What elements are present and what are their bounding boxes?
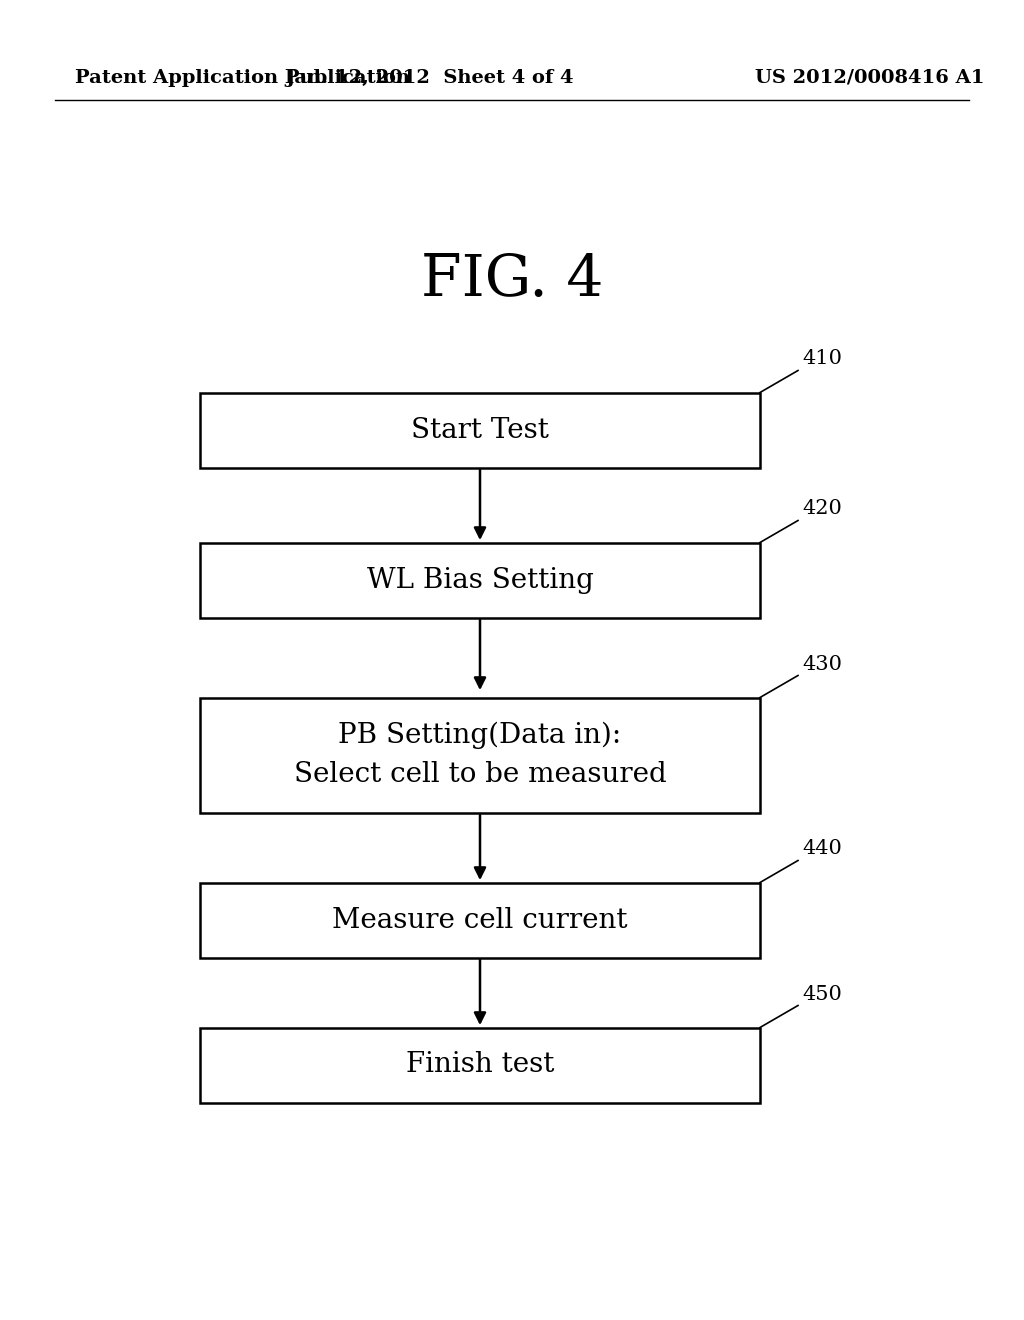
Text: 440: 440	[802, 840, 842, 858]
Bar	[200, 543, 760, 618]
Text: Patent Application Publication: Patent Application Publication	[75, 69, 410, 87]
Bar	[200, 1027, 760, 1102]
Text: Select cell to be measured: Select cell to be measured	[294, 762, 667, 788]
Text: 410: 410	[802, 350, 842, 368]
Text: WL Bias Setting: WL Bias Setting	[367, 566, 594, 594]
Bar	[200, 697, 760, 813]
Text: Finish test: Finish test	[406, 1052, 554, 1078]
Text: 430: 430	[802, 655, 842, 673]
Text: PB Setting(Data in):: PB Setting(Data in):	[338, 721, 622, 748]
Bar	[200, 883, 760, 957]
Text: 420: 420	[802, 499, 842, 519]
Text: Start Test: Start Test	[411, 417, 549, 444]
Text: 450: 450	[802, 985, 842, 1003]
Text: Jan. 12, 2012  Sheet 4 of 4: Jan. 12, 2012 Sheet 4 of 4	[286, 69, 574, 87]
Text: FIG. 4: FIG. 4	[421, 252, 603, 308]
Text: Measure cell current: Measure cell current	[332, 907, 628, 933]
Bar	[200, 392, 760, 467]
Text: US 2012/0008416 A1: US 2012/0008416 A1	[756, 69, 985, 87]
